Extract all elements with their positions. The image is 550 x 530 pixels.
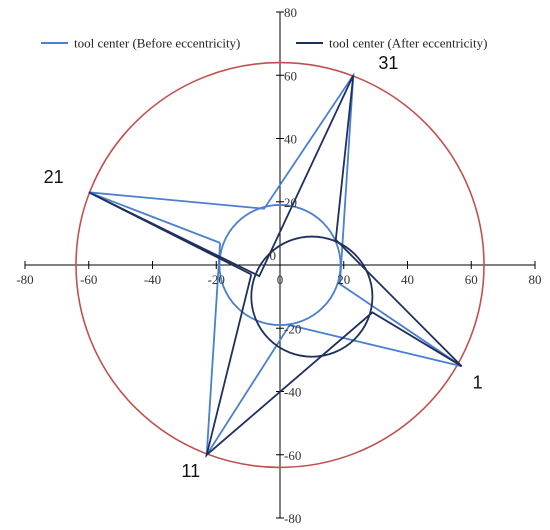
x-tick-label: -40 — [144, 272, 161, 287]
point-label: 31 — [378, 53, 398, 73]
point-label: 21 — [44, 167, 64, 187]
point-label: 11 — [181, 461, 200, 481]
legend: tool center (Before eccentricity) tool ce… — [41, 36, 487, 51]
curves — [75, 61, 485, 469]
series-2-base-circle — [250, 235, 374, 358]
outer-circle — [75, 61, 485, 469]
x-tick-label: 40 — [401, 272, 414, 287]
x-tick-label: -80 — [16, 272, 33, 287]
y-tick-label: -40 — [284, 385, 301, 400]
legend-label-2: tool center (After eccentricity) — [329, 36, 487, 51]
y-tick-label: -60 — [284, 448, 301, 463]
x-tick-label: 80 — [529, 272, 542, 287]
origin-tick-label: 0 — [270, 248, 277, 263]
point-label: 1 — [473, 372, 483, 392]
x-tick-label: -20 — [208, 272, 225, 287]
y-tick-label: -20 — [284, 321, 301, 336]
legend-label-1: tool center (Before eccentricity) — [74, 36, 240, 51]
y-tick-label: 80 — [284, 5, 297, 20]
axes — [24, 11, 536, 519]
x-tick-label: -60 — [80, 272, 97, 287]
tick-labels: -80 -60 -40 -20 0 20 40 60 80 -80 -60 -40 -20 20 40 60 8… — [16, 5, 541, 526]
y-tick-label: -80 — [284, 511, 301, 526]
y-tick-label: 40 — [284, 132, 297, 147]
series-1-path — [88, 72, 463, 459]
x-tick-label: 60 — [465, 272, 478, 287]
y-tick-label: 20 — [284, 195, 297, 210]
series-2-path — [88, 74, 463, 458]
x-tick-label: 0 — [277, 272, 284, 287]
x-tick-label: 20 — [337, 272, 350, 287]
y-tick-label: 60 — [284, 68, 297, 83]
